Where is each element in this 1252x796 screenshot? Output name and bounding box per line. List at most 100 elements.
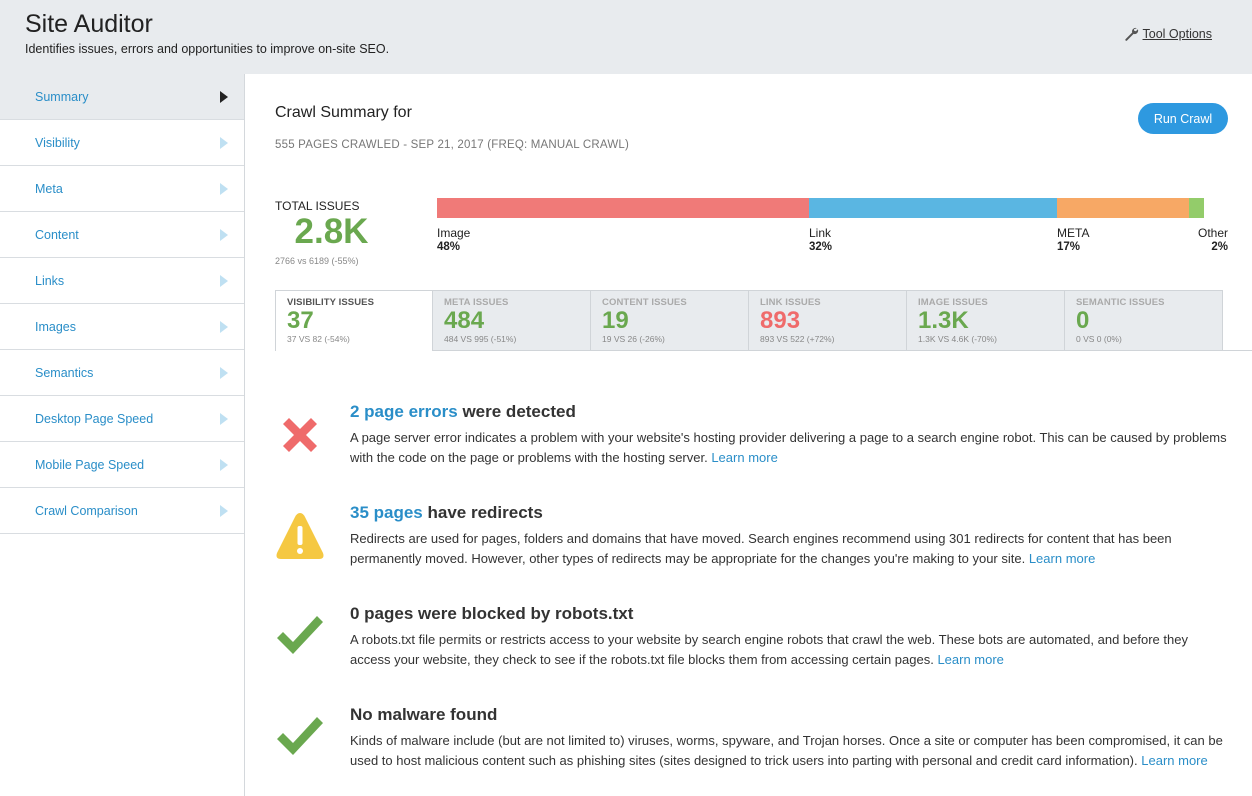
sidebar-item-label: Meta: [35, 181, 63, 196]
bar-label-percent: 48%: [437, 241, 461, 253]
sidebar-nav: Summary Visibility Meta Content Links Im…: [0, 74, 245, 796]
sidebar-item-content[interactable]: Content: [0, 212, 244, 258]
tab-value: 893: [760, 307, 801, 334]
bar-label-image: Image 48%: [437, 226, 470, 254]
learn-more-link[interactable]: Learn more: [711, 449, 778, 465]
tab-image-issues[interactable]: IMAGE ISSUES 1.3K 1.3K VS 4.6K (-70%): [907, 290, 1065, 351]
crawl-meta: 555 PAGES CRAWLED - SEP 21, 2017 (FREQ: …: [275, 139, 629, 151]
tab-content-issues[interactable]: CONTENT ISSUES 19 19 VS 26 (-26%): [591, 290, 749, 351]
chevron-right-icon: [220, 320, 228, 333]
bar-label-name: Other: [1197, 226, 1228, 240]
tab-value: 0: [1076, 307, 1090, 334]
issue-description: A page server error indicates a problem …: [350, 428, 1230, 467]
tab-compare: 19 VS 26 (-26%): [602, 334, 665, 344]
bar-label-name: Link: [809, 226, 832, 240]
chevron-right-icon: [220, 412, 228, 425]
sidebar-item-label: Desktop Page Speed: [35, 411, 154, 426]
tab-label: VISIBILITY ISSUES: [287, 297, 375, 308]
tab-visibility-issues[interactable]: VISIBILITY ISSUES 37 37 VS 82 (-54%): [275, 290, 433, 351]
issue-description-text: A page server error indicates a problem …: [350, 430, 1227, 465]
issue-count-link[interactable]: 35 pages: [350, 503, 423, 522]
tab-link-issues[interactable]: LINK ISSUES 893 893 VS 522 (+72%): [749, 290, 907, 351]
main-content: Crawl Summary for 555 PAGES CRAWLED - SE…: [246, 74, 1252, 796]
tool-options-label[interactable]: Tool Options: [1142, 27, 1212, 41]
sidebar-item-visibility[interactable]: Visibility: [0, 120, 244, 166]
issue-heading: 2 page errors were detected: [350, 402, 576, 422]
tab-compare: 893 VS 522 (+72%): [760, 334, 835, 344]
bar-label-meta: META 17%: [1057, 226, 1089, 254]
chevron-right-icon: [220, 274, 228, 287]
issue-heading-text: No malware found: [350, 705, 498, 724]
issue-description-text: Redirects are used for pages, folders an…: [350, 531, 1172, 566]
bar-label-link: Link 32%: [809, 226, 832, 254]
chevron-right-icon: [220, 504, 228, 517]
sidebar-item-links[interactable]: Links: [0, 258, 244, 304]
total-issues-label: TOTAL ISSUES: [275, 199, 360, 213]
tab-value: 484: [444, 307, 485, 334]
sidebar-item-desktop-page-speed[interactable]: Desktop Page Speed: [0, 396, 244, 442]
sidebar-item-label: Mobile Page Speed: [35, 457, 145, 472]
chevron-right-icon: [220, 182, 228, 195]
tab-label: CONTENT ISSUES: [602, 297, 687, 308]
issue-description: Redirects are used for pages, folders an…: [350, 529, 1230, 568]
checkmark-icon: [277, 616, 323, 654]
sidebar-item-label: Semantics: [35, 365, 94, 380]
chevron-right-icon: [220, 136, 228, 149]
bar-segment-image: [437, 198, 809, 218]
bar-label-name: META: [1057, 226, 1090, 240]
issue-description-text: A robots.txt file permits or restricts a…: [350, 632, 1188, 667]
tab-compare: 1.3K VS 4.6K (-70%): [918, 334, 997, 344]
bar-label-other: Other 2%: [1198, 226, 1228, 254]
issue-heading-text: 0 pages were blocked by robots.txt: [350, 604, 634, 623]
issue-description: Kinds of malware include (but are not li…: [350, 731, 1230, 770]
sidebar-item-mobile-page-speed[interactable]: Mobile Page Speed: [0, 442, 244, 488]
issue-count-link[interactable]: 2 page errors: [350, 402, 458, 421]
sidebar-item-summary[interactable]: Summary: [0, 74, 244, 120]
sidebar-item-label: Links: [35, 273, 65, 288]
bar-label-name: Image: [437, 226, 471, 240]
total-issues-value: 2.8K: [294, 212, 369, 251]
tool-options-link[interactable]: Tool Options: [1123, 26, 1212, 42]
sidebar-item-meta[interactable]: Meta: [0, 166, 244, 212]
checkmark-icon: [277, 717, 323, 755]
sidebar-item-label: Content: [35, 227, 79, 242]
app-title: Site Auditor: [25, 10, 153, 38]
sidebar-item-label: Visibility: [35, 135, 80, 150]
tab-divider: [433, 350, 1252, 351]
bar-segment-meta: [1057, 198, 1189, 218]
issue-heading: 35 pages have redirects: [350, 503, 543, 523]
bar-label-percent: 32%: [809, 241, 833, 253]
tab-label: META ISSUES: [444, 297, 509, 308]
learn-more-link[interactable]: Learn more: [937, 651, 1004, 667]
run-crawl-button[interactable]: Run Crawl: [1138, 103, 1228, 134]
warning-icon: [276, 513, 324, 559]
learn-more-link[interactable]: Learn more: [1141, 752, 1208, 768]
chevron-right-icon: [220, 90, 228, 103]
tab-compare: 0 VS 0 (0%): [1076, 334, 1122, 344]
sidebar-item-label: Summary: [35, 89, 89, 104]
bar-label-percent: 2%: [1211, 241, 1228, 253]
sidebar-item-label: Images: [35, 319, 76, 334]
tab-label: LINK ISSUES: [760, 297, 821, 308]
sidebar-item-crawl-comparison[interactable]: Crawl Comparison: [0, 488, 244, 534]
issue-heading-text: have redirects: [422, 503, 543, 522]
bar-label-percent: 17%: [1057, 241, 1081, 253]
wrench-icon: [1124, 27, 1138, 41]
issue-heading: No malware found: [350, 705, 497, 725]
issue-heading-text: were detected: [457, 402, 576, 421]
learn-more-link[interactable]: Learn more: [1028, 550, 1096, 566]
chevron-right-icon: [220, 366, 228, 379]
chevron-right-icon: [220, 228, 228, 241]
issue-breakdown-bar: [437, 198, 1204, 218]
total-issues-compare: 2766 vs 6189 (-55%): [275, 256, 359, 266]
tab-label: IMAGE ISSUES: [918, 297, 988, 308]
bar-segment-other: [1189, 198, 1204, 218]
sidebar-item-semantics[interactable]: Semantics: [0, 350, 244, 396]
chevron-right-icon: [220, 458, 228, 471]
tab-semantic-issues[interactable]: SEMANTIC ISSUES 0 0 VS 0 (0%): [1065, 290, 1223, 351]
page-title: Crawl Summary for: [275, 104, 412, 121]
tab-meta-issues[interactable]: META ISSUES 484 484 VS 995 (-51%): [433, 290, 591, 351]
page-header: Site Auditor Identifies issues, errors a…: [0, 0, 1252, 74]
sidebar-item-images[interactable]: Images: [0, 304, 244, 350]
tab-value: 37: [287, 307, 314, 334]
